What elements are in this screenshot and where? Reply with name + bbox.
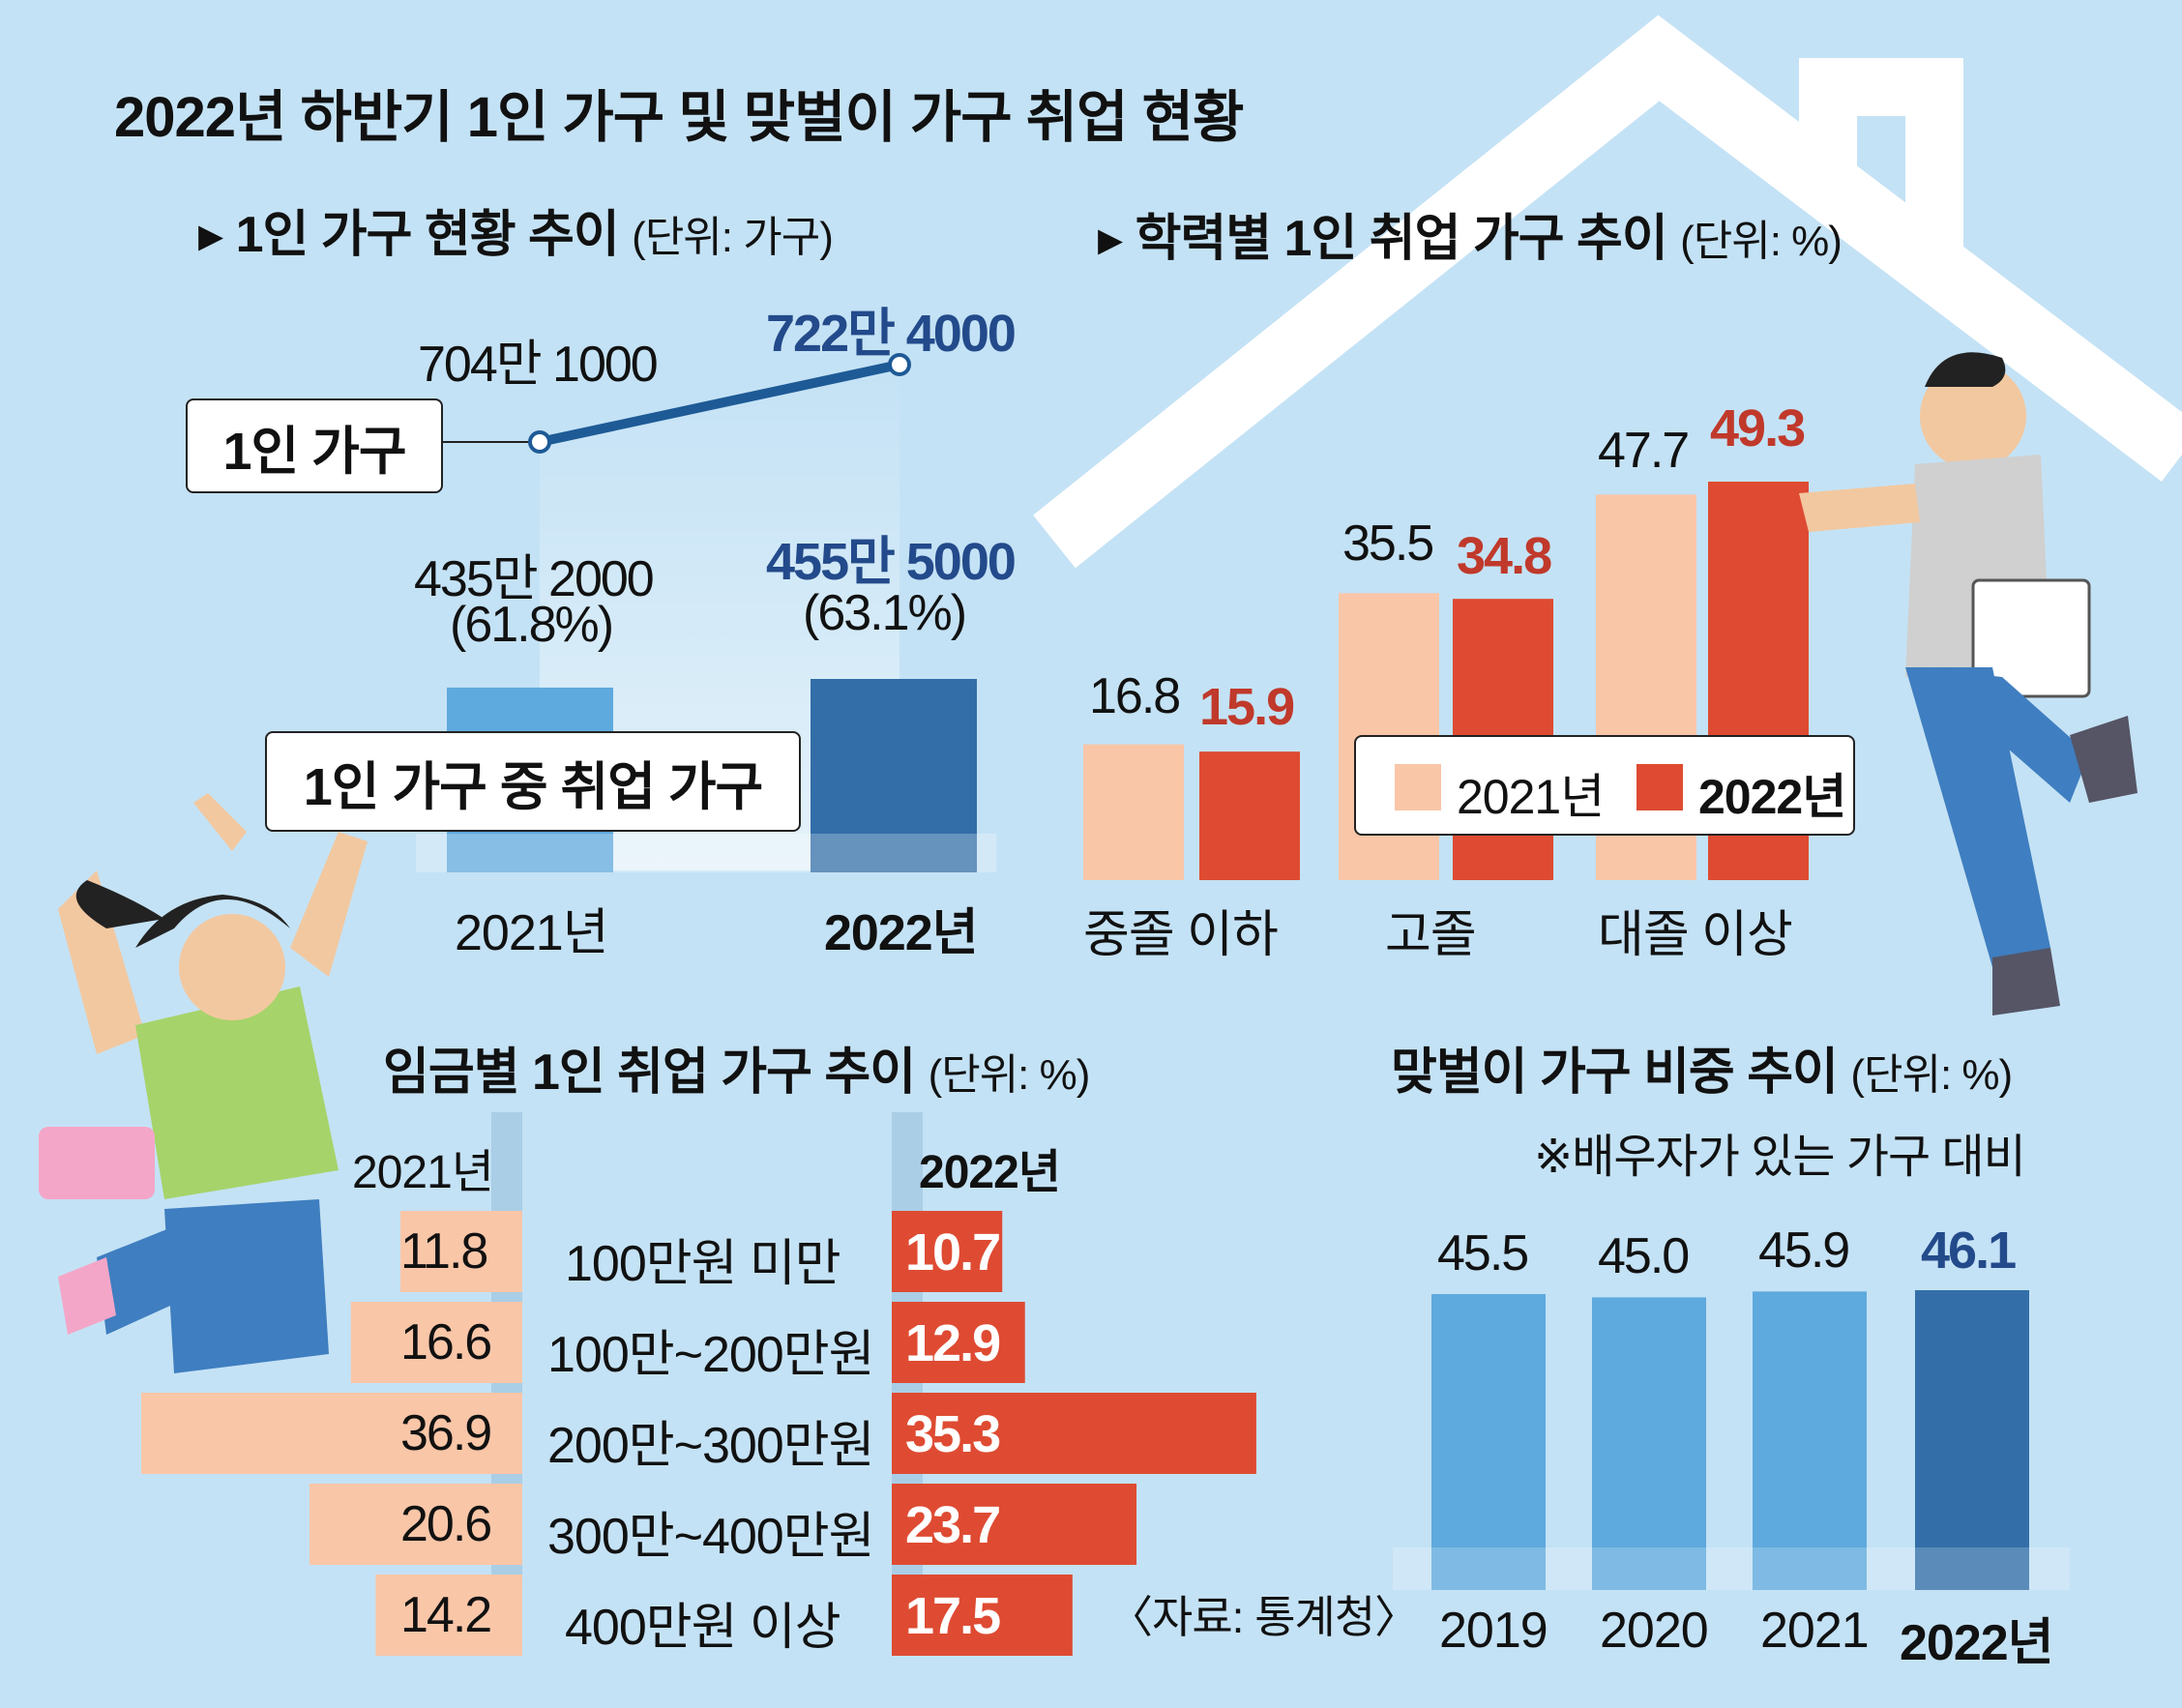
house-chimney-outline — [1799, 58, 1963, 280]
edu-value-2021: 16.8 — [1089, 668, 1181, 724]
section4-unit: (단위: %) — [1850, 1051, 2013, 1099]
wage-value-2022: 35.3 — [905, 1405, 1001, 1463]
wage-category: 100만~200만원 — [547, 1327, 874, 1383]
man-illustration — [1799, 352, 2138, 1016]
dual-income-year: 2019 — [1439, 1603, 1548, 1659]
line-series-label: 1인 가구 — [186, 398, 443, 493]
section4-heading-text: 맞벌이 가구 비중 추이 — [1391, 1045, 1839, 1101]
woman-illustration — [39, 793, 368, 1373]
wage-bar-2022 — [892, 1302, 1025, 1383]
dual-income-value: 45.0 — [1598, 1228, 1690, 1285]
dual-income-bar — [1592, 1297, 1706, 1590]
share-2021-label: (61.8%) — [450, 597, 614, 653]
edu-bar-2022 — [1199, 751, 1300, 880]
wage-value-2021: 16.6 — [400, 1314, 492, 1370]
year-2021-label: 2021년 — [455, 905, 609, 961]
wage-col-2021: 2021년 — [352, 1147, 494, 1198]
legend-swatch-2021 — [1395, 764, 1441, 810]
year-2022-label: 2022년 — [824, 905, 979, 961]
arrow-icon: ▸ — [198, 207, 236, 263]
wage-bar-2022 — [892, 1575, 1073, 1656]
line-point-2 — [888, 353, 911, 376]
dual-income-bar — [1753, 1291, 1867, 1590]
section3-heading: 임금별 1인 취업 가구 추이 (단위: %) — [383, 1031, 1091, 1104]
wage-col-2022: 2022년 — [919, 1147, 1061, 1198]
dual-income-value: 45.5 — [1437, 1225, 1529, 1282]
wage-bar-2021 — [350, 1302, 522, 1383]
wage-value-2022: 12.9 — [905, 1314, 1001, 1372]
dual-income-value: 45.9 — [1758, 1222, 1850, 1280]
line-point-1 — [528, 430, 551, 454]
edu-value-2022: 15.9 — [1199, 678, 1295, 736]
legend-label-2022: 2022년 — [1698, 770, 1846, 824]
edu-bar-2021 — [1083, 744, 1184, 880]
wage-bar-2021 — [375, 1575, 522, 1656]
wage-value-2021: 36.9 — [400, 1405, 492, 1461]
wage-bar-2022 — [892, 1393, 1256, 1474]
source-note: 〈자료: 통계청〉 — [1108, 1592, 1419, 1642]
wage-bar-2022 — [892, 1484, 1137, 1565]
wage-value-2022: 23.7 — [905, 1496, 1001, 1554]
wage-value-2022: 10.7 — [905, 1223, 1001, 1281]
chart-layer — [141, 353, 2070, 1656]
employed-2021-label: 435만 2000 — [414, 551, 655, 607]
wage-bar-2021 — [141, 1393, 522, 1474]
wage-category: 400만원 이상 — [565, 1600, 841, 1656]
section2-heading-text: 학력별 1인 취업 가구 추이 — [1135, 211, 1668, 267]
arrow-icon: ▸ — [1098, 211, 1135, 267]
dual-income-year: 2021 — [1760, 1603, 1870, 1659]
legend-swatch-2022 — [1636, 764, 1683, 810]
section1-unit: (단위: 가구) — [632, 214, 834, 261]
employed-2022-label: 455만 5000 — [766, 533, 1017, 591]
edu-value-2022: 34.8 — [1457, 527, 1552, 585]
edu-value-2021: 47.7 — [1598, 423, 1690, 479]
section2-heading: ▸ 학력별 1인 취업 가구 추이 (단위: %) — [1098, 197, 1843, 270]
bar-series-label: 1인 가구 중 취업 가구 — [265, 731, 801, 832]
dual-income-year: 2022년 — [1900, 1615, 2054, 1671]
page-title: 2022년 하반기 1인 가구 및 맞벌이 가구 취업 현황 — [114, 86, 1244, 149]
section1-heading-text: 1인 가구 현황 추이 — [235, 207, 620, 263]
wage-value-2021: 14.2 — [400, 1587, 492, 1643]
section1-heading: ▸ 1인 가구 현황 추이 (단위: 가구) — [198, 193, 834, 266]
series-line-1in-household — [538, 360, 901, 447]
section3-heading-text: 임금별 1인 취업 가구 추이 — [383, 1045, 916, 1101]
edu-value-2021: 35.5 — [1342, 515, 1434, 572]
wage-bar-2021 — [310, 1484, 522, 1565]
wage-category: 100만원 미만 — [565, 1236, 841, 1292]
dual-income-bar — [1431, 1294, 1546, 1590]
edu-category: 고졸 — [1385, 907, 1477, 963]
legend-label-2021: 2021년 — [1457, 770, 1605, 824]
wage-category: 300만~400만원 — [547, 1509, 874, 1565]
total-2022-label: 722만 4000 — [766, 305, 1017, 363]
edu-value-2022: 49.3 — [1710, 399, 1806, 457]
wage-category: 200만~300만원 — [547, 1418, 874, 1474]
section3-unit: (단위: %) — [928, 1051, 1091, 1099]
wage-bar-2022 — [892, 1211, 1003, 1292]
wage-value-2021: 11.8 — [400, 1223, 488, 1280]
baseline-fade — [416, 834, 996, 872]
wage-value-2021: 20.6 — [400, 1496, 492, 1552]
legend: 2021년 2022년 — [1354, 735, 1855, 836]
total-2021-label: 704만 1000 — [418, 337, 659, 393]
section2-unit: (단위: %) — [1680, 218, 1843, 265]
wage-value-2022: 17.5 — [905, 1587, 1001, 1645]
section4-note: ※배우자가 있는 가구 대비 — [1534, 1132, 2026, 1183]
house-roof-outline — [1033, 15, 2182, 569]
edu-category: 중졸 이하 — [1083, 907, 1279, 963]
dual-income-bar — [1915, 1290, 2029, 1590]
wage-bar-2021 — [400, 1211, 522, 1292]
dual-income-year: 2020 — [1600, 1603, 1709, 1659]
section4-heading: 맞벌이 가구 비중 추이 (단위: %) — [1391, 1031, 2013, 1104]
edu-category: 대졸 이상 — [1598, 907, 1793, 963]
share-2022-label: (63.1%) — [803, 585, 967, 641]
employed-bar-2 — [811, 679, 977, 872]
baseline-fade — [1393, 1547, 2070, 1590]
dual-income-value: 46.1 — [1921, 1222, 2017, 1280]
